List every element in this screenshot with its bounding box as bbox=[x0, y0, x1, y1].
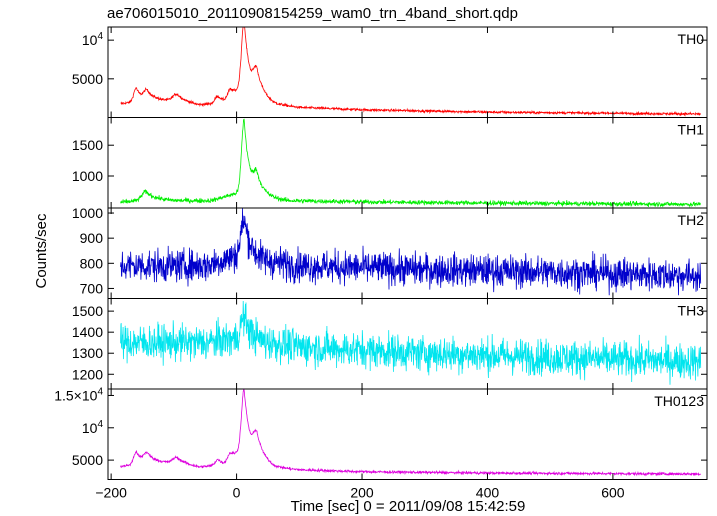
y-tick-label: 900 bbox=[80, 230, 104, 246]
series-th2-line bbox=[120, 208, 702, 296]
y-tick-label: 1300 bbox=[72, 345, 103, 361]
chart-title: ae706015010_20110908154259_wam0_trn_4ban… bbox=[107, 5, 518, 22]
y-tick-label: 800 bbox=[80, 255, 104, 271]
x-tick-label: 0 bbox=[233, 485, 241, 501]
x-tick-label: 400 bbox=[476, 485, 500, 501]
panel-label-th0123: TH0123 bbox=[654, 393, 704, 409]
x-tick-label: 200 bbox=[350, 485, 374, 501]
y-tick-label: 5000 bbox=[72, 71, 103, 87]
series-th0123-line bbox=[120, 388, 702, 477]
series-th1-line bbox=[120, 118, 702, 208]
y-tick-label: 104 bbox=[82, 419, 104, 436]
y-tick-label: 1500 bbox=[72, 137, 103, 153]
y-tick-label: 1200 bbox=[72, 366, 103, 382]
y-tick-label: 1.5×104 bbox=[54, 386, 103, 403]
panel-label-th2: TH2 bbox=[678, 212, 705, 228]
x-tick-label: 600 bbox=[601, 485, 625, 501]
panel-th0: 5000 104 TH0 bbox=[72, 26, 708, 118]
y-tick-label: 700 bbox=[80, 280, 104, 296]
y-tick-label: 1400 bbox=[72, 324, 103, 340]
x-tick-label: −200 bbox=[95, 485, 127, 501]
panel-label-th3: TH3 bbox=[678, 303, 705, 319]
panel-frame bbox=[107, 207, 708, 299]
x-axis-label: Time [sec] 0 = 2011/09/08 15:42:59 bbox=[291, 498, 526, 515]
panel-label-th0: TH0 bbox=[678, 31, 705, 47]
panel-frame bbox=[107, 388, 708, 480]
y-axis-label: Counts/sec bbox=[33, 213, 50, 289]
panel-th0123: 5000 104 1.5×104 TH0123 bbox=[54, 386, 708, 480]
y-tick-label: 104 bbox=[82, 31, 104, 48]
y-tick-label: 1000 bbox=[72, 168, 103, 184]
series-th3-line bbox=[120, 300, 702, 385]
panel-th3: 1200 1300 1400 1500 TH3 bbox=[72, 298, 708, 390]
panel-frame bbox=[107, 117, 708, 209]
panel-label-th1: TH1 bbox=[678, 122, 705, 138]
y-tick-label: 1000 bbox=[72, 205, 103, 221]
panels-group: 5000 104 TH0 1000 1500 TH1 700 800 900 1000 TH2 120… bbox=[54, 26, 708, 480]
y-tick-label: 1500 bbox=[72, 303, 103, 319]
series-th0-line bbox=[120, 26, 702, 117]
panel-th2: 700 800 900 1000 TH2 bbox=[72, 205, 708, 299]
y-tick-label: 5000 bbox=[72, 452, 103, 468]
panel-th1: 1000 1500 TH1 bbox=[72, 117, 708, 209]
x-axis: −200 0 200 400 600 bbox=[95, 485, 624, 501]
